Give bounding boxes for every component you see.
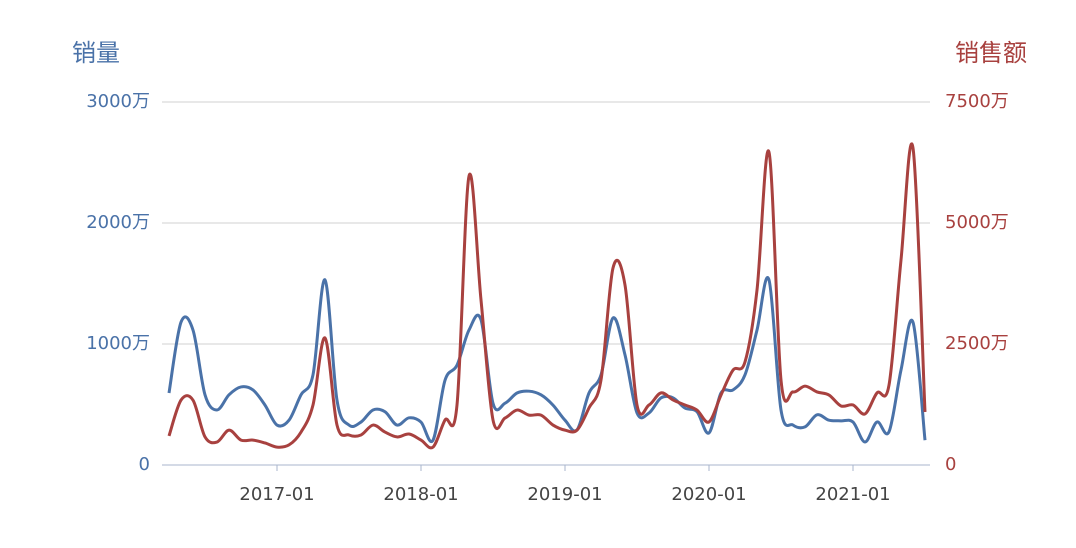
x-tick-label: 2020-01 [671,484,746,505]
y-tick-label: 3000万 [86,91,150,112]
x-tick-label: 2017-01 [239,484,314,505]
series-line [167,142,927,450]
x-tick-label: 2021-01 [815,484,890,505]
y2-tick-label: 5000万 [945,212,1009,233]
x-tick-label: 2019-01 [527,484,602,505]
y-tick-label: 1000万 [86,333,150,354]
y2-tick-label: 0 [945,454,956,475]
y2-tick-label: 2500万 [945,333,1009,354]
y-tick-label: 0 [139,454,150,475]
y-tick-label: 2000万 [86,212,150,233]
x-tick-label: 2018-01 [383,484,458,505]
y-axis-title: 销量 [72,39,120,67]
y2-tick-label: 7500万 [945,91,1009,112]
series-line [167,276,927,444]
y2-axis-title: 销售额 [955,39,1027,67]
